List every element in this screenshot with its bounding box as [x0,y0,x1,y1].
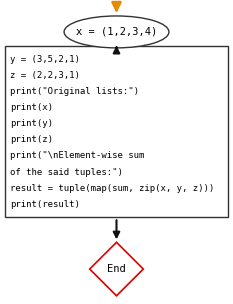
Text: result = tuple(map(sum, zip(x, y, z))): result = tuple(map(sum, zip(x, y, z))) [10,184,215,193]
Text: print("Original lists:"): print("Original lists:") [10,87,140,96]
Text: print(y): print(y) [10,119,54,128]
Text: print("\nElement-wise sum: print("\nElement-wise sum [10,151,145,161]
Text: print(result): print(result) [10,200,80,209]
Text: print(x): print(x) [10,103,54,112]
Text: End: End [107,264,126,274]
Text: z = (2,2,3,1): z = (2,2,3,1) [10,71,80,80]
Polygon shape [90,242,143,296]
Text: print(z): print(z) [10,135,54,144]
Ellipse shape [64,16,169,48]
Text: of the said tuples:"): of the said tuples:") [10,168,123,177]
Text: x = (1,2,3,4): x = (1,2,3,4) [76,27,157,37]
FancyBboxPatch shape [5,46,228,217]
Text: y = (3,5,2,1): y = (3,5,2,1) [10,55,80,64]
